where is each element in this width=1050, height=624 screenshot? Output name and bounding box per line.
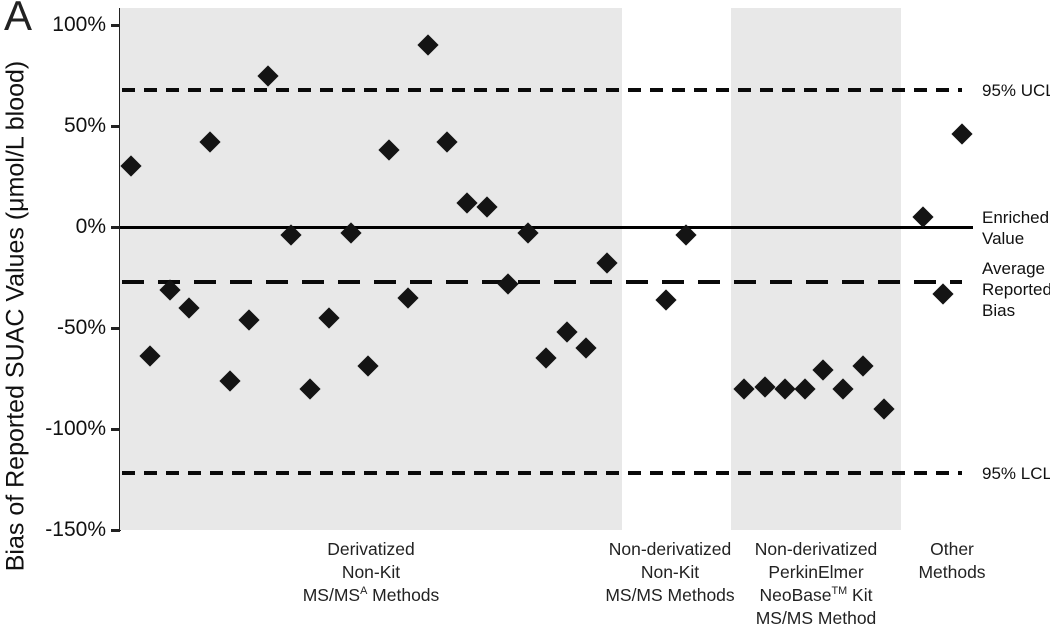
y-tick-label: 100%	[52, 13, 106, 36]
category-label-non-derivatized-perkinelmer-neobase: Non-derivatized PerkinElmer NeoBaseTM Kit M…	[754, 539, 878, 624]
reference-line-ucl	[122, 87, 962, 92]
reference-line-label-ucl: 95% UCL	[982, 80, 1050, 100]
y-tick-mark	[111, 428, 120, 431]
category-label-derivatized-non-kit: Derivatized Non-Kit MS/MSA Methods	[302, 539, 440, 605]
y-tick-mark	[111, 327, 120, 330]
category-label-other-methods: Other Methods	[918, 539, 986, 582]
reference-line-label-lcl: 95% LCL	[982, 464, 1050, 484]
plot-area	[120, 8, 973, 530]
y-tick-label: 50%	[63, 114, 106, 137]
category-label-non-derivatized-non-kit: Non-derivatized Non-Kit MS/MS Methods	[605, 539, 735, 605]
y-tick-mark	[111, 24, 120, 27]
data-point	[932, 283, 954, 305]
y-tick-label: 0%	[75, 215, 106, 238]
y-axis-title: Bias of Reported SUAC Values (μmol/L blo…	[1, 60, 30, 572]
panel-label: A	[4, 0, 33, 39]
reference-line-label-avg_bias: Average Reported Bias	[982, 258, 1050, 320]
y-tick-mark	[111, 529, 120, 532]
reference-line-label-enriched: Enriched Value	[982, 208, 1050, 248]
y-tick-label: -150%	[45, 518, 106, 541]
y-tick-label: -100%	[45, 417, 106, 440]
y-tick-mark	[111, 226, 120, 229]
reference-line-avg_bias	[122, 279, 962, 284]
y-tick-label: -50%	[56, 316, 106, 339]
data-point	[951, 123, 973, 145]
reference-line-enriched	[120, 226, 973, 229]
shaded-band-non-derivatized-perkinelmer-neobase	[731, 8, 901, 530]
shaded-band-derivatized-non-kit	[120, 8, 622, 530]
data-point	[655, 289, 677, 311]
y-tick-mark	[111, 125, 120, 128]
reference-line-lcl	[122, 471, 962, 476]
data-point	[912, 206, 934, 228]
